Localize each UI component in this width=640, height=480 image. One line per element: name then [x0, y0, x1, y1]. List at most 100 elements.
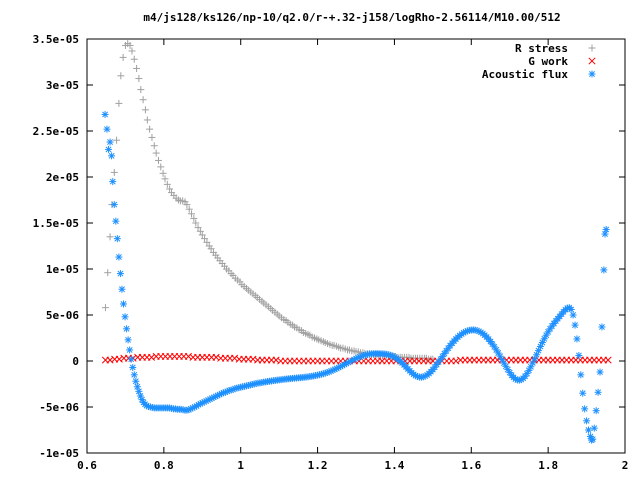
data-point: [106, 356, 114, 364]
data-point: [143, 116, 151, 124]
y-tick-label: 5e-06: [46, 309, 79, 322]
x-tick-label: 1.4: [384, 459, 404, 472]
data-point: [157, 163, 165, 171]
data-point: [103, 125, 111, 133]
data-point: [135, 75, 143, 83]
data-point: [148, 133, 156, 141]
data-point: [113, 136, 121, 144]
data-point: [119, 53, 127, 61]
y-tick-label: 1.5e-05: [33, 217, 79, 230]
data-point: [121, 313, 129, 321]
y-tick-label: 1e-05: [46, 263, 79, 276]
data-point: [185, 205, 193, 213]
legend-label: Acoustic flux: [482, 68, 568, 81]
data-point: [604, 356, 612, 364]
data-point: [109, 178, 117, 186]
data-point: [106, 233, 114, 241]
data-point: [117, 72, 125, 80]
data-point: [137, 86, 145, 94]
data-point: [123, 325, 131, 333]
data-point: [579, 389, 587, 397]
data-point: [130, 371, 138, 379]
y-tick-label: 2e-05: [46, 171, 79, 184]
data-point: [161, 175, 169, 183]
data-point: [130, 55, 138, 63]
data-point: [190, 214, 198, 222]
data-point: [118, 285, 126, 293]
data-point: [166, 185, 174, 193]
data-point: [127, 355, 135, 363]
series-2: [101, 110, 610, 444]
x-tick-label: 0.8: [154, 459, 174, 472]
data-point: [129, 363, 137, 371]
data-point: [192, 219, 200, 227]
data-point: [569, 311, 577, 319]
data-point: [201, 235, 209, 243]
x-tick-label: 1.8: [538, 459, 558, 472]
series-layer: [101, 40, 612, 444]
data-point: [207, 245, 215, 253]
data-point: [116, 270, 124, 278]
data-point: [115, 99, 123, 107]
data-point: [120, 300, 128, 308]
data-point: [194, 224, 202, 232]
data-point: [110, 168, 118, 176]
data-point: [575, 351, 583, 359]
data-point: [126, 41, 134, 49]
data-point: [101, 304, 109, 312]
data-point: [110, 201, 118, 209]
data-point: [105, 145, 113, 153]
data-point: [154, 156, 162, 164]
data-point: [188, 210, 196, 218]
y-tick-label: -1e-05: [39, 447, 79, 460]
data-point: [184, 352, 193, 360]
data-point: [152, 149, 160, 157]
x-tick-label: 1.2: [308, 459, 328, 472]
data-point: [600, 266, 608, 274]
data-point: [112, 217, 120, 225]
legend-label: G work: [528, 55, 568, 68]
data-point: [135, 387, 143, 395]
data-point: [452, 357, 460, 365]
data-point: [592, 407, 600, 415]
data-point: [141, 106, 149, 114]
data-point: [124, 336, 132, 344]
data-point: [249, 355, 257, 363]
x-tick-label: 1: [237, 459, 244, 472]
data-point: [104, 269, 112, 277]
data-point: [601, 230, 609, 238]
chart-title: m4/js128/ks126/np-10/q2.0/r-+.32-j158/lo…: [143, 11, 561, 24]
data-point: [203, 238, 211, 246]
data-point: [159, 169, 167, 177]
data-point: [584, 426, 592, 434]
data-point: [590, 424, 598, 432]
data-point: [581, 405, 589, 413]
data-point: [128, 47, 136, 55]
data-point: [183, 201, 191, 209]
y-tick-label: 3e-05: [46, 79, 79, 92]
data-point: [594, 388, 602, 396]
series-0: [101, 40, 437, 363]
data-point: [573, 335, 581, 343]
data-point: [589, 435, 597, 443]
data-point: [577, 371, 585, 379]
data-point: [132, 377, 140, 385]
data-point: [212, 353, 220, 361]
data-point: [139, 96, 147, 104]
y-tick-label: 0: [72, 355, 79, 368]
data-point: [272, 356, 280, 364]
data-point: [106, 138, 114, 146]
data-point: [146, 125, 154, 133]
data-point: [163, 180, 171, 188]
x-tick-label: 2: [622, 459, 629, 472]
data-point: [108, 152, 116, 160]
data-point: [598, 323, 606, 331]
data-point: [196, 227, 204, 235]
data-point: [571, 321, 579, 329]
legend-label: R stress: [515, 42, 568, 55]
data-point: [115, 253, 123, 261]
x-tick-label: 0.6: [77, 459, 97, 472]
y-tick-label: -5e-06: [39, 401, 79, 414]
